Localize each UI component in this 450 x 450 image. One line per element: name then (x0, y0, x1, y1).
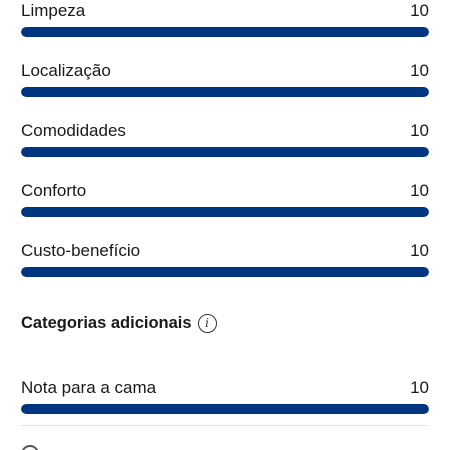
score-bar-track (21, 207, 429, 217)
score-row-header: Comodidades 10 (21, 120, 429, 142)
score-bar-fill (21, 147, 429, 157)
score-row-header: Limpeza 10 (21, 0, 429, 22)
score-bar-track (21, 147, 429, 157)
score-row-amenities: Comodidades 10 (21, 120, 429, 157)
score-bar-track (21, 87, 429, 97)
score-bar-track (21, 27, 429, 37)
score-row-header: Nota para a cama 10 (21, 377, 429, 399)
score-label: Nota para a cama (21, 378, 157, 397)
score-value: 10 (410, 181, 429, 200)
score-value: 10 (410, 378, 429, 397)
score-row-bed: Nota para a cama 10 (21, 377, 429, 414)
score-label: Localização (21, 61, 111, 80)
score-bar-track (21, 404, 429, 414)
score-label: Comodidades (21, 121, 126, 140)
score-row-header: Conforto 10 (21, 180, 429, 202)
score-value: 10 (410, 241, 429, 260)
radio-icon[interactable] (21, 445, 39, 450)
score-row-value-for-money: Custo-benefício 10 (21, 240, 429, 277)
score-row-location: Localização 10 (21, 60, 429, 97)
section-title: Categorias adicionais (21, 314, 192, 332)
score-bar-fill (21, 267, 429, 277)
score-value: 10 (410, 61, 429, 80)
score-label: Conforto (21, 181, 87, 200)
score-row-header: Localização 10 (21, 60, 429, 82)
score-bar-fill (21, 87, 429, 97)
score-bar-fill (21, 27, 429, 37)
score-bar-track (21, 267, 429, 277)
score-row-comfort: Conforto 10 (21, 180, 429, 217)
score-label: Limpeza (21, 1, 86, 20)
score-value: 10 (410, 121, 429, 140)
score-bar-fill (21, 207, 429, 217)
additional-categories-header: Categorias adicionais i (21, 311, 217, 335)
score-value: 10 (410, 1, 429, 20)
score-row-cleanliness: Limpeza 10 (21, 0, 429, 37)
score-row-header: Custo-benefício 10 (21, 240, 429, 262)
divider (21, 425, 429, 426)
score-bar-fill (21, 404, 429, 414)
info-icon[interactable]: i (197, 313, 217, 333)
score-label: Custo-benefício (21, 241, 141, 260)
